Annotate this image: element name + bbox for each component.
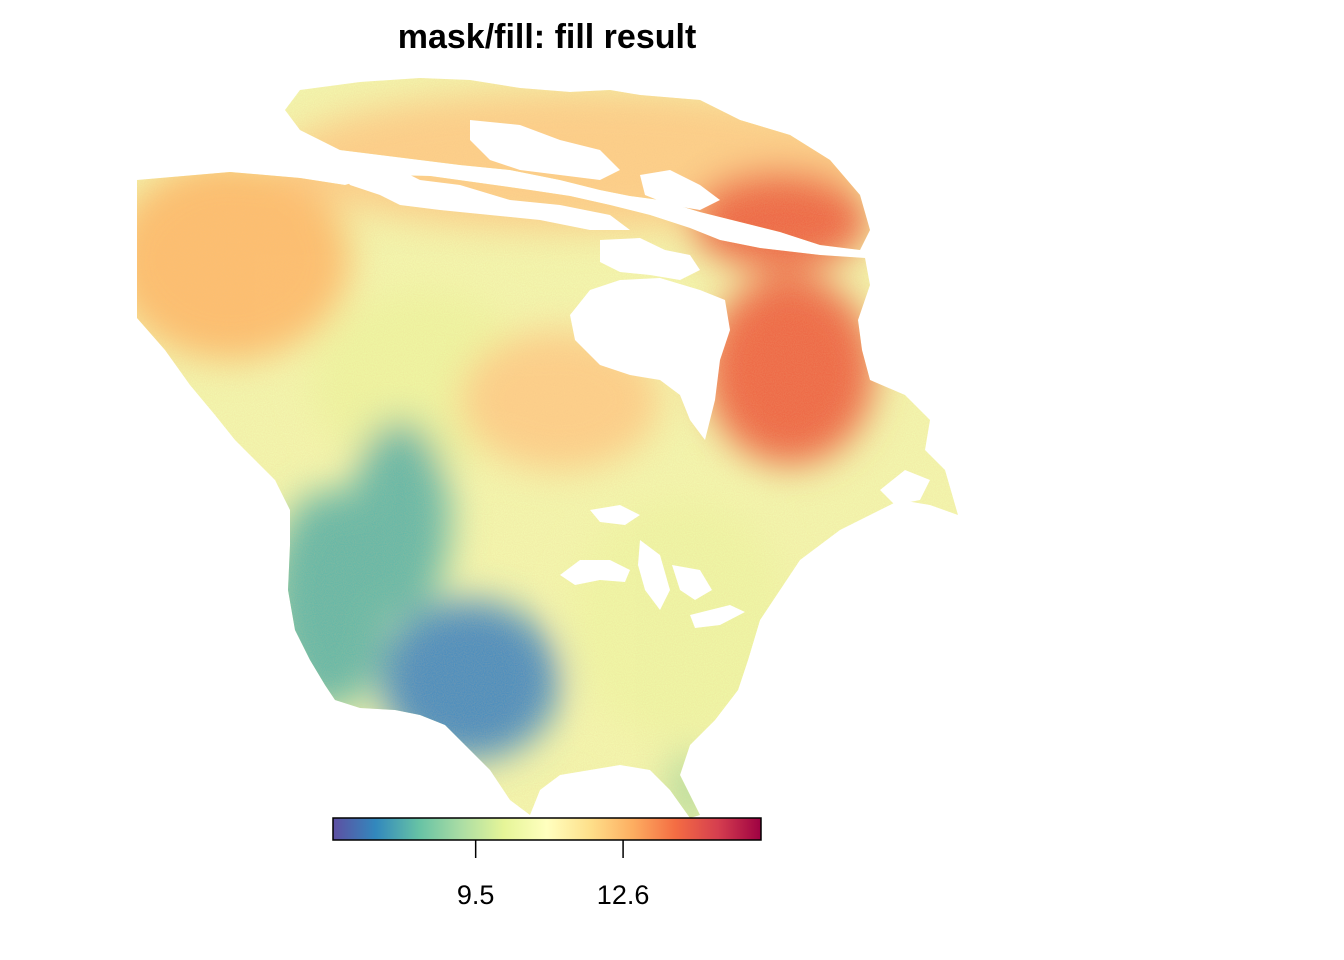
colorbar-legend: [332, 817, 762, 858]
lake-michigan: [638, 540, 670, 610]
lake-erie: [690, 605, 745, 628]
arctic-channel-north: [470, 120, 620, 180]
lake-huron: [672, 565, 712, 600]
noise-texture: [137, 78, 958, 818]
colorbar-ticks: [474, 840, 624, 858]
baffin-channel: [640, 170, 720, 210]
colorbar-tick-label: 9.5: [456, 880, 495, 910]
arctic-channel: [330, 158, 630, 230]
foxe-basin: [600, 238, 700, 280]
lake-superior: [560, 560, 630, 585]
hudson-bay: [570, 278, 730, 440]
colorbar: [332, 817, 762, 841]
map-title: mask/fill: fill result: [397, 18, 697, 56]
lake-winnipeg: [590, 505, 640, 525]
gulf-st-lawrence: [880, 470, 930, 505]
colorbar-tick-label: 12.6: [596, 880, 650, 910]
land-layer: [137, 78, 958, 818]
water-layer: [330, 120, 930, 628]
